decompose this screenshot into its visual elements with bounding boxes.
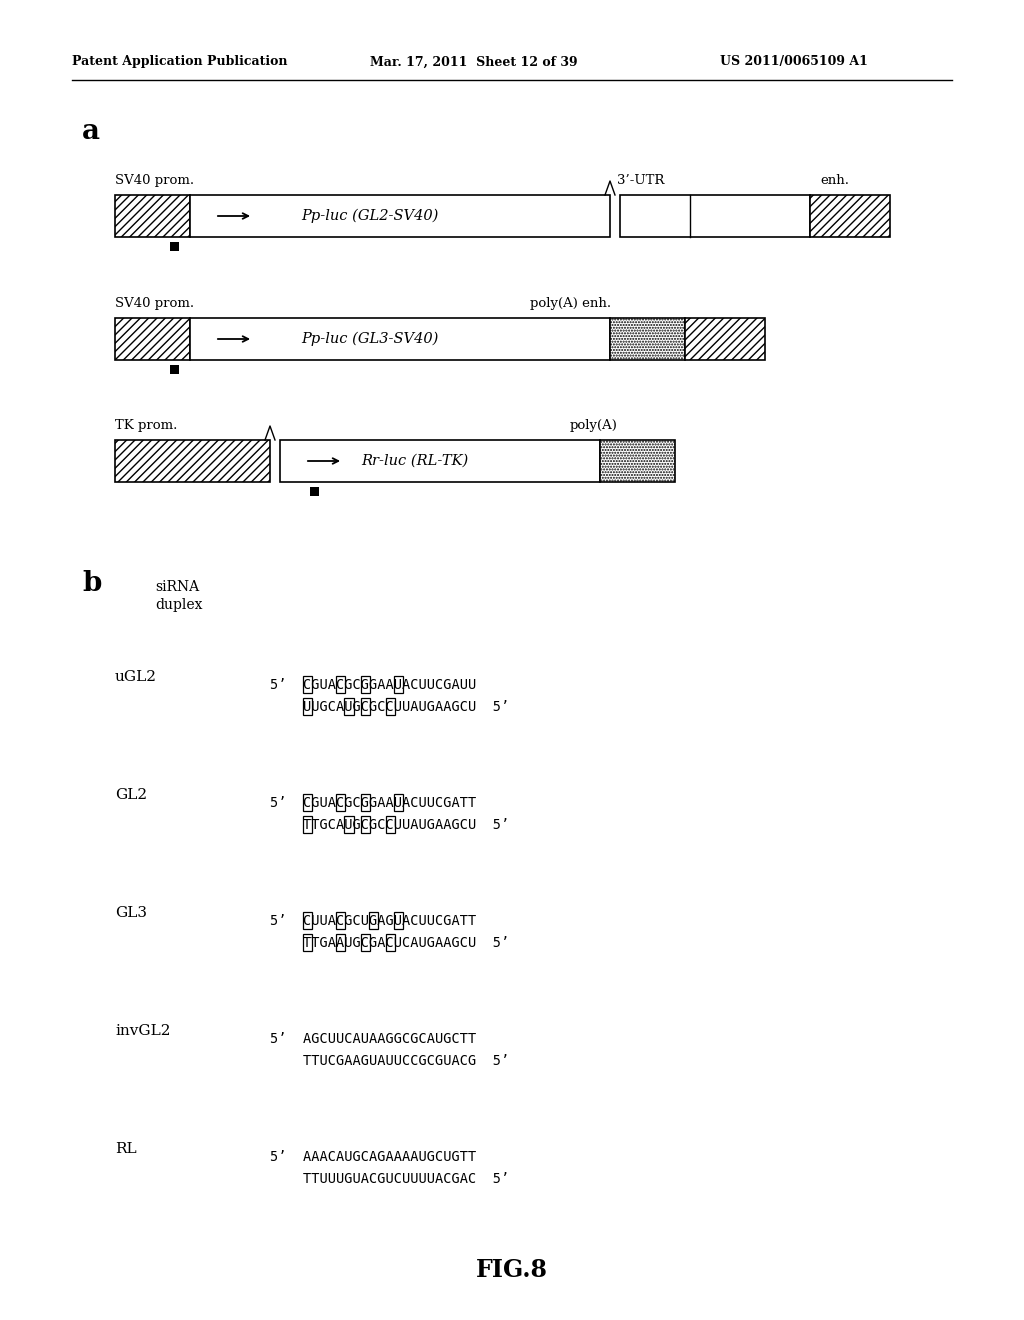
Bar xyxy=(810,195,890,238)
Bar xyxy=(360,698,370,715)
Text: invGL2: invGL2 xyxy=(115,1024,171,1038)
Text: 5’  CGUACGCGGAAUACUUCGAUU: 5’ CGUACGCGGAAUACUUCGAUU xyxy=(270,678,476,692)
Bar xyxy=(190,318,610,360)
Text: Rr-luc (RL-TK): Rr-luc (RL-TK) xyxy=(361,454,469,469)
Text: poly(A): poly(A) xyxy=(570,418,617,432)
Bar xyxy=(610,318,685,360)
Bar xyxy=(336,795,345,810)
Text: TK prom.: TK prom. xyxy=(115,418,177,432)
Bar xyxy=(170,242,179,251)
Bar xyxy=(394,795,403,810)
Bar xyxy=(386,698,395,715)
Bar xyxy=(360,816,370,833)
Bar xyxy=(115,195,190,238)
Text: 5’  AGCUUCAUAAGGCGCAUGCTT: 5’ AGCUUCAUAAGGCGCAUGCTT xyxy=(270,1032,476,1045)
Text: TTGAAUGCGACUCAUGAAGCU  5’: TTGAAUGCGACUCAUGAAGCU 5’ xyxy=(270,936,509,950)
Bar xyxy=(360,935,370,950)
Bar xyxy=(344,816,353,833)
Text: UUGCAUGCGCCUUAUGAAGCU  5’: UUGCAUGCGCCUUAUGAAGCU 5’ xyxy=(270,700,509,714)
Bar xyxy=(685,318,765,360)
Bar xyxy=(336,935,345,950)
Bar xyxy=(190,195,610,238)
Bar xyxy=(336,912,345,929)
Bar xyxy=(303,698,312,715)
Text: 5’  CGUACGCGGAAUACUUCGATT: 5’ CGUACGCGGAAUACUUCGATT xyxy=(270,796,476,810)
Bar xyxy=(369,912,379,929)
Bar xyxy=(620,195,810,238)
Text: Mar. 17, 2011  Sheet 12 of 39: Mar. 17, 2011 Sheet 12 of 39 xyxy=(370,55,578,69)
Bar xyxy=(303,795,312,810)
Text: 5’  CUUACGCUGAGUACUUCGATT: 5’ CUUACGCUGAGUACUUCGATT xyxy=(270,913,476,928)
Bar xyxy=(303,935,312,950)
Text: uGL2: uGL2 xyxy=(115,671,157,684)
Text: SV40 prom.: SV40 prom. xyxy=(115,174,195,187)
Bar xyxy=(303,816,312,833)
Text: enh.: enh. xyxy=(820,174,849,187)
Bar xyxy=(310,487,319,496)
Bar xyxy=(386,816,395,833)
Bar xyxy=(600,440,675,482)
Text: GL2: GL2 xyxy=(115,788,147,803)
Text: TTGCAUGCGCCUUAUGAAGCU  5’: TTGCAUGCGCCUUAUGAAGCU 5’ xyxy=(270,818,509,832)
Bar xyxy=(360,676,370,693)
Bar xyxy=(170,366,179,374)
Text: TTUCGAAGUAUUCCGCGUACG  5’: TTUCGAAGUAUUCCGCGUACG 5’ xyxy=(270,1053,509,1068)
Bar xyxy=(303,676,312,693)
Text: Pp-luc (GL3-SV40): Pp-luc (GL3-SV40) xyxy=(301,331,438,346)
Text: siRNA: siRNA xyxy=(155,579,199,594)
Bar xyxy=(360,795,370,810)
Bar xyxy=(115,318,190,360)
Text: Pp-luc (GL2-SV40): Pp-luc (GL2-SV40) xyxy=(301,209,438,223)
Bar xyxy=(394,676,403,693)
Text: duplex: duplex xyxy=(155,598,203,612)
Text: 5’  AAACAUGCAGAAAAUGCUGTT: 5’ AAACAUGCAGAAAAUGCUGTT xyxy=(270,1150,476,1164)
Text: TTUUUGUACGUCUUUUACGAC  5’: TTUUUGUACGUCUUUUACGAC 5’ xyxy=(270,1172,509,1185)
Bar xyxy=(280,440,600,482)
Text: 3’-UTR: 3’-UTR xyxy=(617,174,665,187)
Text: SV40 prom.: SV40 prom. xyxy=(115,297,195,310)
Bar xyxy=(115,440,270,482)
Text: b: b xyxy=(82,570,101,597)
Bar xyxy=(336,676,345,693)
Text: FIG.8: FIG.8 xyxy=(476,1258,548,1282)
Text: Patent Application Publication: Patent Application Publication xyxy=(72,55,288,69)
Bar xyxy=(394,912,403,929)
Text: GL3: GL3 xyxy=(115,906,147,920)
Text: US 2011/0065109 A1: US 2011/0065109 A1 xyxy=(720,55,868,69)
Bar xyxy=(344,698,353,715)
Text: RL: RL xyxy=(115,1142,136,1156)
Bar xyxy=(303,912,312,929)
Bar xyxy=(386,935,395,950)
Text: a: a xyxy=(82,117,100,145)
Text: poly(A) enh.: poly(A) enh. xyxy=(530,297,611,310)
